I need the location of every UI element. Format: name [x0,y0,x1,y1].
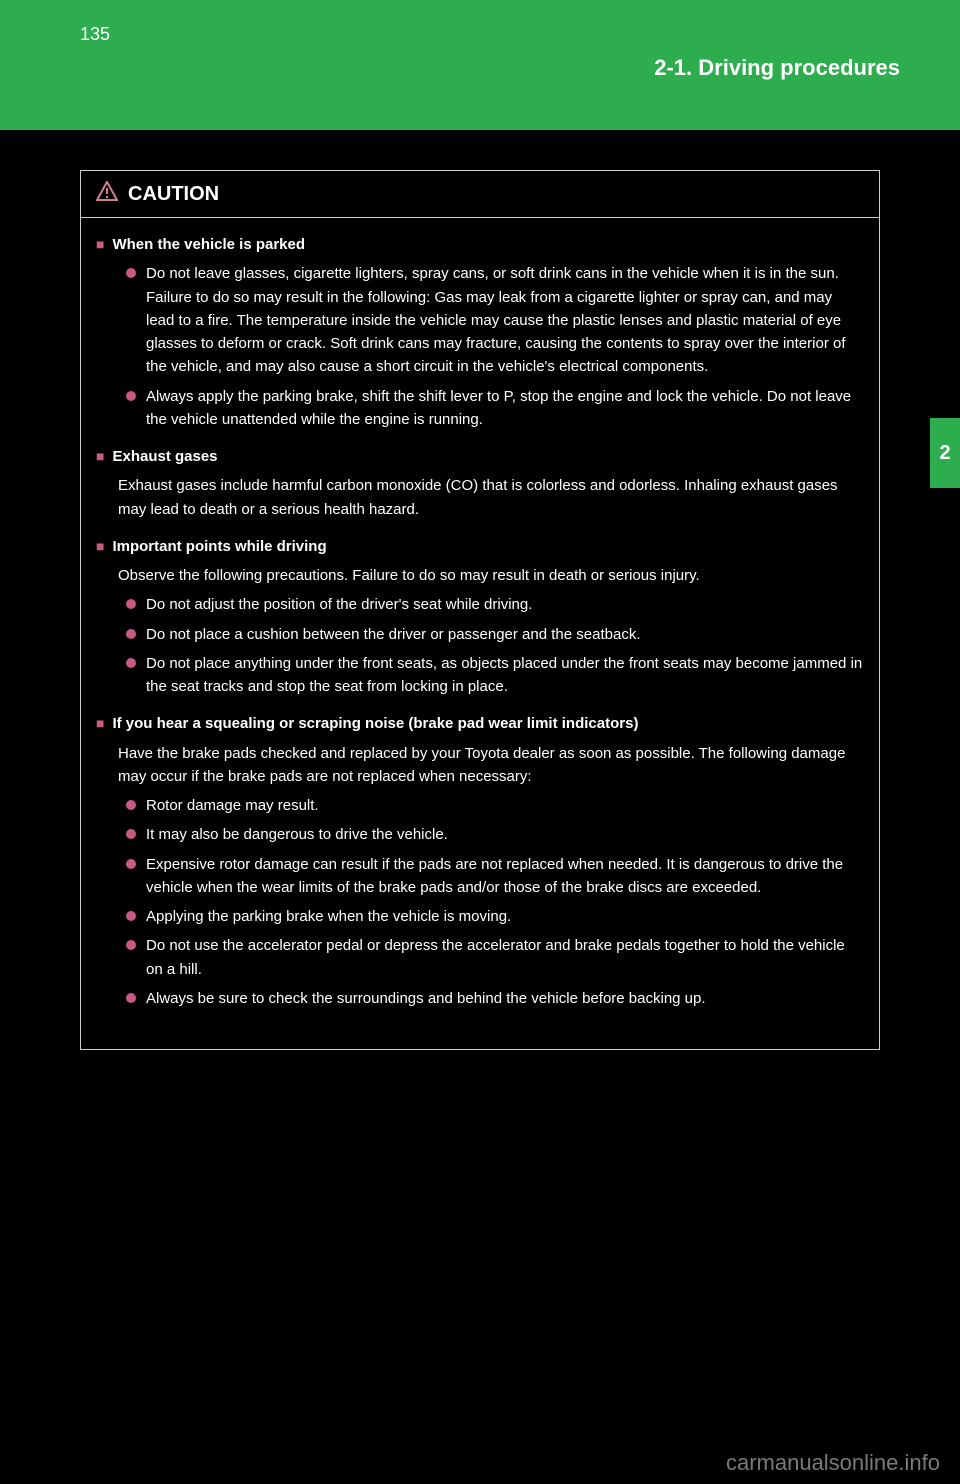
bullet-text: Applying the parking brake when the vehi… [146,905,864,928]
square-bullet-icon: ■ [96,535,104,557]
caution-header: CAUTION [81,171,879,218]
dot-icon [126,629,136,639]
caution-section: ■ Exhaust gases Exhaust gases include harm… [96,445,864,521]
watermark: carmanualsonline.info [726,1450,940,1476]
dot-icon [126,829,136,839]
section-heading: ■ Exhaust gases [96,445,864,468]
bullet-item: Do not use the accelerator pedal or depr… [126,934,864,981]
bullet-item: Expensive rotor damage can result if the… [126,853,864,900]
caution-section: ■ If you hear a squealing or scraping noi… [96,712,864,1010]
bullet-text: It may also be dangerous to drive the ve… [146,823,864,846]
bullet-item: Do not leave glasses, cigarette lighters… [126,262,864,378]
bullet-text: Do not use the accelerator pedal or depr… [146,934,864,981]
bullet-item: Always be sure to check the surroundings… [126,987,864,1010]
section-title: Important points while driving [112,535,326,558]
bullet-text: Expensive rotor damage can result if the… [146,853,864,900]
dot-icon [126,940,136,950]
dot-icon [126,993,136,1003]
dot-icon [126,800,136,810]
bullet-item: Do not place a cushion between the drive… [126,623,864,646]
bullet-text: Rotor damage may result. [146,794,864,817]
square-bullet-icon: ■ [96,712,104,734]
bullet-text: Do not adjust the position of the driver… [146,593,864,616]
section-intro-text: Have the brake pads checked and replaced… [118,742,864,789]
bullet-item: It may also be dangerous to drive the ve… [126,823,864,846]
bullet-text: Do not place a cushion between the drive… [146,623,864,646]
section-intro-text: Observe the following precautions. Failu… [118,564,864,587]
section-tab: 2 [930,418,960,488]
section-title: When the vehicle is parked [112,233,305,256]
section-intro-text: Exhaust gases include harmful carbon mon… [118,474,864,521]
bullet-item: Rotor damage may result. [126,794,864,817]
section-heading: ■ Important points while driving [96,535,864,558]
bullet-item: Applying the parking brake when the vehi… [126,905,864,928]
bullet-item: Do not adjust the position of the driver… [126,593,864,616]
section-title: Exhaust gases [112,445,217,468]
caution-section: ■ When the vehicle is parked Do not leave … [96,233,864,431]
square-bullet-icon: ■ [96,233,104,255]
bullet-text: Do not leave glasses, cigarette lighters… [146,262,864,378]
dot-icon [126,911,136,921]
section-tab-number: 2 [939,442,950,465]
bullet-text: Always apply the parking brake, shift th… [146,385,864,432]
caution-box: CAUTION ■ When the vehicle is parked Do no… [80,170,880,1050]
warning-icon [96,181,118,207]
dot-icon [126,268,136,278]
square-bullet-icon: ■ [96,445,104,467]
dot-icon [126,391,136,401]
bullet-item: Always apply the parking brake, shift th… [126,385,864,432]
bullet-text: Do not place anything under the front se… [146,652,864,699]
caution-title: CAUTION [128,183,219,206]
page-number: 135 [80,24,110,45]
header-title: 2-1. Driving procedures [654,55,900,81]
page-content: CAUTION ■ When the vehicle is parked Do no… [0,130,960,1050]
dot-icon [126,658,136,668]
dot-icon [126,859,136,869]
section-heading: ■ When the vehicle is parked [96,233,864,256]
bullet-item: Do not place anything under the front se… [126,652,864,699]
caution-body: ■ When the vehicle is parked Do not leave … [81,218,879,1049]
section-heading: ■ If you hear a squealing or scraping noi… [96,712,864,735]
page-header: 135 2-1. Driving procedures [0,0,960,130]
caution-section: ■ Important points while driving Observe t… [96,535,864,699]
dot-icon [126,599,136,609]
bullet-text: Always be sure to check the surroundings… [146,987,864,1010]
section-title: If you hear a squealing or scraping nois… [112,712,638,735]
